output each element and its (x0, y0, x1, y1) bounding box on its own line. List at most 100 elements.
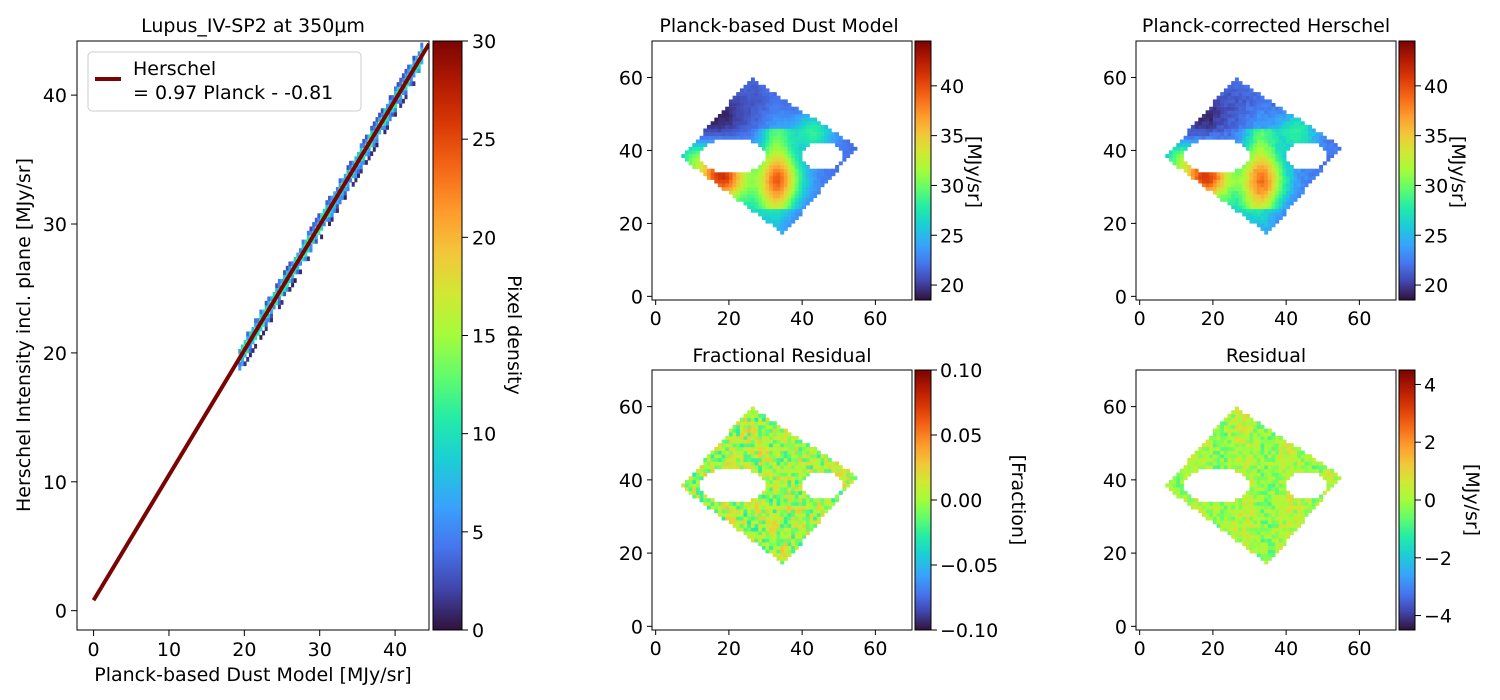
map-pixel (1198, 172, 1203, 177)
map-pixel (765, 103, 770, 107)
map-pixel (1286, 501, 1291, 506)
map-pixel (1201, 443, 1206, 448)
map-pixel (776, 432, 781, 437)
x-tick-label: 20 (717, 638, 741, 660)
map-pixel (838, 161, 843, 166)
map-pixel (816, 520, 821, 525)
map-pixel (1169, 483, 1173, 488)
map-pixel (750, 77, 755, 82)
map-pixel (791, 106, 796, 111)
map-pixel (1286, 454, 1291, 459)
map-pixel (721, 179, 726, 184)
map-pixel (1242, 534, 1247, 539)
map-pixel (794, 531, 799, 536)
map-pixel (1253, 183, 1258, 188)
map-pixel (1227, 461, 1232, 466)
map-pixel (754, 454, 759, 459)
map-pixel (780, 428, 785, 433)
map-pixel (761, 527, 766, 532)
map-pixel (717, 457, 722, 462)
map-pixel (1300, 179, 1305, 184)
map-pixel (710, 454, 715, 459)
map-pixel (1333, 472, 1338, 477)
map-pixel (776, 553, 781, 558)
map-pixel (1245, 172, 1250, 177)
map-pixel (1165, 154, 1170, 158)
legend-frame (87, 51, 362, 112)
map-pixel (1190, 501, 1195, 506)
map-pixel (739, 421, 744, 426)
map-pixel (1245, 139, 1250, 144)
map-pixel (765, 154, 770, 158)
map-pixel (769, 106, 774, 111)
map-pixel (1179, 154, 1184, 158)
map-pixel (710, 457, 715, 462)
map-pixel (1201, 509, 1206, 514)
map-pixel (1278, 150, 1283, 155)
map-pixel (1297, 454, 1302, 459)
map-pixel (1223, 132, 1228, 137)
map-pixel (802, 132, 807, 137)
map-pixel (1256, 454, 1261, 459)
map-pixel (1330, 143, 1335, 147)
map-pixel (1212, 190, 1217, 195)
map-pixel (780, 172, 785, 177)
map-pixel (772, 168, 777, 173)
map-pixel (1234, 520, 1239, 525)
map-pixel (1220, 450, 1225, 455)
colorbar-tick-label: 30 (1424, 175, 1448, 197)
map-pixel (1242, 421, 1247, 426)
map-pixel (743, 95, 748, 100)
y-tick-label: 60 (1103, 67, 1127, 89)
map-pixel (813, 121, 818, 126)
map-pixel (791, 527, 796, 532)
map-pixel (780, 483, 785, 488)
map-pixel (1300, 457, 1305, 462)
map-pixel (787, 103, 792, 107)
map-pixel (1242, 531, 1247, 536)
map-pixel (765, 549, 770, 554)
map-pixel (1260, 223, 1265, 228)
map-pixel (728, 106, 733, 111)
map-pixel (783, 534, 788, 539)
map-pixel (710, 128, 715, 133)
map-pixel (809, 457, 814, 462)
map-pixel (1282, 190, 1287, 195)
map-pixel (1245, 99, 1250, 104)
map-pixel (802, 454, 807, 459)
map-pixel (1223, 110, 1228, 115)
map-pixel (1275, 461, 1280, 466)
map-pixel (1256, 527, 1261, 532)
map-pixel (1256, 428, 1261, 433)
density-cell (254, 343, 258, 349)
density-cell (314, 217, 318, 223)
map-pixel (1194, 468, 1199, 473)
map-pixel (1172, 146, 1177, 151)
map-pixel (1190, 505, 1195, 510)
map-pixel (1234, 194, 1239, 199)
map-pixel (725, 450, 730, 455)
map-pixel (791, 117, 796, 122)
map-pixel (747, 443, 752, 448)
density-cell (285, 287, 289, 292)
map-pixel (1256, 117, 1261, 122)
map-pixel (1267, 443, 1272, 448)
map-pixel (754, 523, 759, 528)
map-pixel (798, 443, 803, 448)
map-pixel (1205, 457, 1210, 462)
map-pixel (772, 208, 777, 213)
map-pixel (728, 446, 733, 451)
map-pixel (739, 443, 744, 448)
map-pixel (739, 501, 744, 506)
map-pixel (699, 135, 704, 140)
map-pixel (750, 110, 755, 115)
map-pixel (1249, 201, 1254, 206)
map-pixel (1275, 168, 1280, 173)
map-pixel (1238, 110, 1243, 115)
map-pixel (1249, 523, 1254, 528)
map-pixel (776, 219, 781, 224)
map-pixel (1176, 487, 1181, 492)
map-pixel (1300, 176, 1305, 180)
map-pixel (1223, 428, 1228, 433)
map-pixel (1275, 527, 1280, 532)
